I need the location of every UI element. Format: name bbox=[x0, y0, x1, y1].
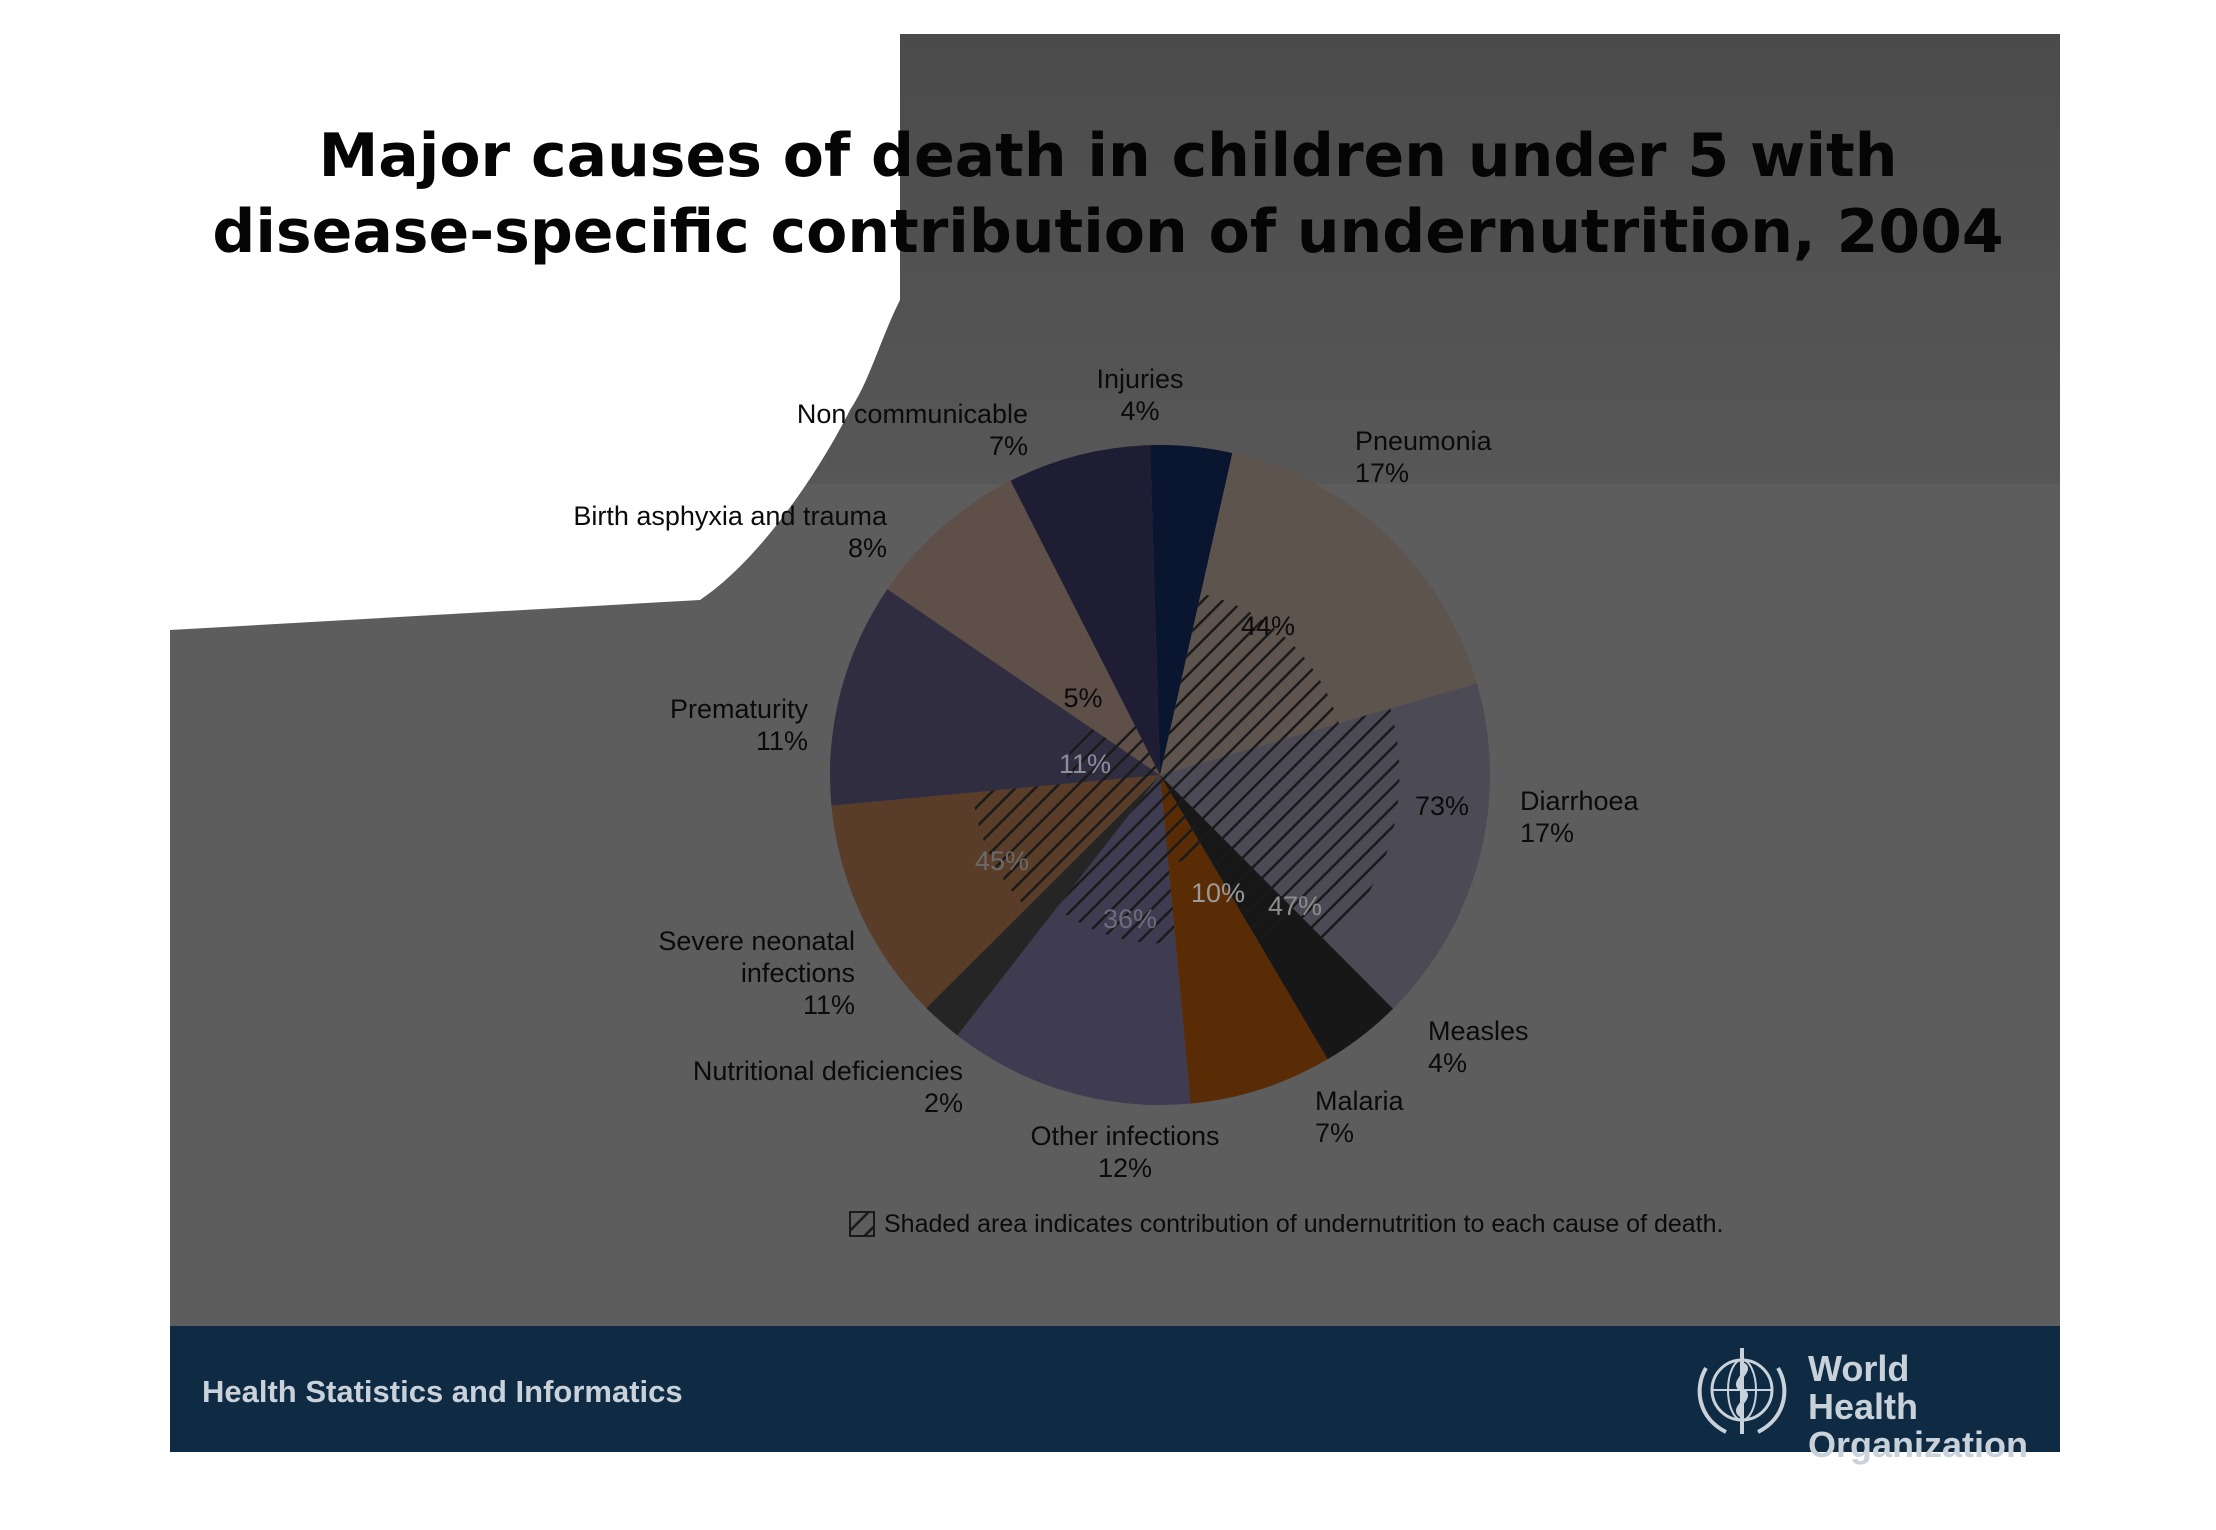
slide-title: Major causes of death in children under … bbox=[0, 118, 2216, 270]
legend-text: Shaded area indicates contribution of un… bbox=[884, 1210, 1723, 1238]
undernutrition-label-severe-neonatal-infections: 45% bbox=[975, 846, 1029, 876]
who-name: World Health Organization bbox=[1808, 1350, 2028, 1464]
slice-non-communicable bbox=[1010, 445, 1160, 775]
undernutrition-label-prematurity: 11% bbox=[1059, 749, 1111, 779]
label-non-communicable: Non communicable 7% bbox=[797, 399, 1028, 461]
label-nutritional-deficiencies: Nutritional deficiencies 2% bbox=[693, 1056, 963, 1118]
undernutrition-shading bbox=[972, 593, 1400, 945]
footer-department: Health Statistics and Informatics bbox=[202, 1374, 683, 1409]
slice-injuries bbox=[1150, 444, 1233, 775]
hatch-other-infections bbox=[1056, 775, 1176, 944]
hatch-malaria bbox=[1160, 775, 1205, 864]
label-malaria: Malaria 7% bbox=[1315, 1086, 1405, 1148]
slice-nutritional-deficiencies bbox=[926, 775, 1160, 1036]
outer-labels: Injuries 4% Pneumonia 17% Diarrhoea 17% Measle… bbox=[573, 364, 1639, 1183]
label-injuries: Injuries 4% bbox=[1096, 364, 1183, 426]
slice-birth-asphyxia-and-trauma bbox=[887, 480, 1160, 775]
slice-malaria bbox=[1160, 775, 1328, 1104]
undernutrition-label-pneumonia: 44% bbox=[1241, 611, 1295, 641]
who-name-line-2: Organization bbox=[1808, 1424, 2029, 1465]
who-emblem-icon bbox=[1697, 1348, 1787, 1434]
hatch-measles bbox=[1160, 775, 1296, 941]
title-line-2: disease-specific contribution of undernu… bbox=[212, 197, 2004, 267]
chart-legend: Shaded area indicates contribution of un… bbox=[849, 1210, 1723, 1238]
white-cloud-shape bbox=[170, 0, 900, 630]
label-measles: Measles 4% bbox=[1428, 1016, 1529, 1078]
title-line-1: Major causes of death in children under … bbox=[318, 121, 1898, 191]
legend-hatch-swatch bbox=[849, 1211, 875, 1237]
label-birth-asphyxia-and-trauma: Birth asphyxia and trauma 8% bbox=[573, 501, 888, 563]
undernutrition-label-malaria: 10% bbox=[1191, 878, 1245, 908]
hatch-pneumonia bbox=[1160, 593, 1339, 775]
label-prematurity: Prematurity 11% bbox=[670, 694, 809, 756]
label-severe-neonatal-infections: Severe neonatal infections 11% bbox=[658, 926, 855, 1020]
label-diarrhoea: Diarrhoea 17% bbox=[1520, 786, 1640, 848]
footer-bar: Health Statistics and Informatics World … bbox=[170, 1326, 2060, 1464]
undernutrition-label-other-infections: 36% bbox=[1103, 904, 1157, 934]
who-logo: World Health Organization bbox=[1686, 1338, 2028, 1464]
hatch-prematurity bbox=[1066, 722, 1160, 784]
title-backdrop bbox=[170, 0, 900, 630]
undernutrition-label-diarrhoea: 73% bbox=[1415, 791, 1469, 821]
hatch-severe-neonatal-infections bbox=[972, 775, 1160, 908]
undernutrition-label-measles: 47% bbox=[1268, 891, 1322, 921]
label-other-infections: Other infections 12% bbox=[1030, 1121, 1219, 1183]
undernutrition-label-birth-asphyxia-and-trauma: 5% bbox=[1063, 683, 1102, 713]
hatch-birth-asphyxia-and-trauma bbox=[1108, 719, 1160, 775]
undernutrition-labels: 44% 73% 47% 10% 36% 45% 11% 5% bbox=[975, 611, 1469, 934]
label-pneumonia: Pneumonia 17% bbox=[1355, 426, 1493, 488]
hatch-diarrhoea bbox=[1160, 708, 1400, 945]
slide-background bbox=[170, 34, 2060, 1452]
who-name-line-1: World Health bbox=[1808, 1348, 1919, 1427]
